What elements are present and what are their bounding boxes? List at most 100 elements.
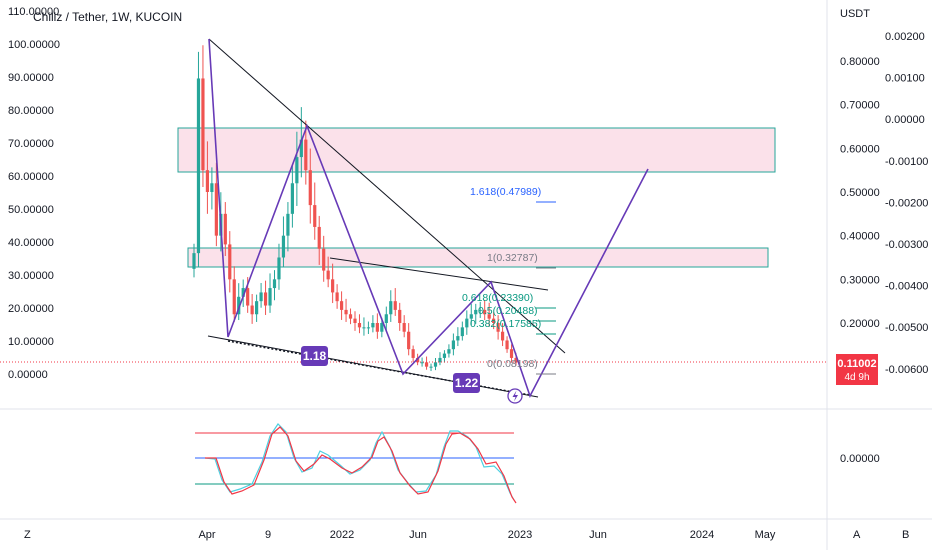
left-axis-label: 70.00000	[8, 138, 54, 150]
candle	[478, 301, 482, 318]
price-axis-label: 0.20000	[840, 318, 880, 330]
price-axis-label: 0.50000	[840, 187, 880, 199]
candle	[290, 165, 294, 228]
candle	[384, 306, 388, 332]
price-axis-label: 0.80000	[840, 56, 880, 68]
fib-label-0382: 0.382(0.17585)	[470, 318, 541, 330]
candle	[496, 315, 500, 340]
ratio-badge-2[interactable]: 1.22	[453, 373, 480, 393]
candle	[308, 148, 312, 224]
fib-label-05: 0.5(0.20488)	[478, 305, 538, 317]
candle	[232, 266, 236, 322]
candle	[424, 356, 429, 370]
oscillator-pane[interactable]	[195, 423, 517, 504]
candle	[483, 299, 487, 321]
candle	[371, 315, 375, 333]
candle	[241, 279, 245, 308]
far-axis-label: 0.00000	[885, 114, 925, 126]
candle	[344, 298, 348, 322]
candle	[420, 357, 424, 367]
log-scale-button[interactable]: B	[902, 529, 909, 541]
time-axis-label: 2022	[330, 529, 354, 541]
candle	[223, 202, 227, 257]
candle	[398, 302, 402, 331]
trendline-upper-channel[interactable]	[329, 257, 549, 291]
symbol-title[interactable]: Chiliz / Tether, 1W, KUCOIN	[33, 10, 182, 24]
candle	[469, 303, 473, 326]
candle	[313, 182, 317, 240]
trendline-lower-support[interactable]	[207, 335, 539, 398]
candle	[460, 321, 464, 341]
price-axis[interactable]: 0.80000 0.70000 0.60000 0.50000 0.40000 0.300…	[840, 56, 880, 330]
fib-levels[interactable]	[536, 201, 556, 375]
ratio-badge-1[interactable]: 1.18	[301, 346, 328, 366]
current-price-value: 0.11002	[837, 358, 876, 370]
candle	[492, 312, 496, 330]
candle	[268, 273, 272, 313]
osc-signal-line	[204, 423, 515, 501]
candle	[500, 323, 505, 347]
candle	[402, 315, 406, 338]
candle	[322, 235, 326, 282]
resistance-zone-lower[interactable]	[187, 247, 769, 268]
current-price-countdown: 4d 9h	[844, 372, 869, 383]
bottom-left-button[interactable]: Z	[24, 529, 31, 541]
candle	[317, 215, 321, 265]
candle	[362, 317, 366, 336]
trendline-descending[interactable]	[208, 38, 566, 354]
left-axis-label: 90.00000	[8, 72, 54, 84]
wave-pattern[interactable]	[208, 38, 649, 399]
candle	[456, 327, 460, 347]
far-axis-label: -0.00100	[885, 156, 928, 168]
price-axis-label: 0.30000	[840, 274, 880, 286]
candle	[442, 350, 447, 363]
price-axis-label: 0.40000	[840, 231, 880, 243]
left-axis-label: 40.00000	[8, 237, 54, 249]
time-axis-label: 2023	[508, 529, 532, 541]
far-axis-label: -0.00400	[885, 281, 928, 293]
candle	[474, 303, 478, 324]
left-axis-label: 50.00000	[8, 204, 54, 216]
time-axis-label: 9	[265, 529, 271, 541]
candle	[272, 270, 277, 301]
candle	[509, 344, 514, 363]
currency-label: USDT	[840, 8, 870, 20]
candle	[214, 162, 218, 247]
candle	[366, 321, 371, 335]
lightning-icon[interactable]	[507, 388, 523, 404]
candle	[357, 314, 362, 334]
candle	[335, 284, 339, 309]
ratio-badge-1-text: 1.18	[303, 349, 327, 363]
left-axis-label: 30.00000	[8, 270, 54, 282]
candle	[331, 263, 335, 304]
time-axis[interactable]: Apr 9 2022 Jun 2023 Jun 2024 May	[198, 529, 775, 541]
candle	[286, 202, 290, 252]
candle	[259, 283, 263, 308]
osc-main-line	[205, 426, 517, 504]
auto-scale-button[interactable]: A	[853, 529, 861, 541]
candle	[389, 290, 393, 322]
fib-label-0618: 0.618(0.23390)	[462, 292, 533, 304]
trendline-lower-dotted	[227, 340, 531, 396]
candle	[438, 352, 442, 366]
candle	[487, 302, 491, 327]
far-axis-label: 0.00200	[885, 31, 925, 43]
candle	[339, 291, 344, 320]
left-axis-label: 0.00000	[8, 369, 48, 381]
left-axis-label: 80.00000	[8, 105, 54, 117]
candle	[375, 313, 379, 339]
candle	[201, 45, 205, 187]
candle	[465, 310, 469, 335]
left-axis: 110.00000 100.00000 90.00000 80.00000 70.000…	[8, 6, 60, 381]
fib-label-0: 0(0.08198)	[487, 358, 538, 370]
time-axis-label: Jun	[589, 529, 607, 541]
candle	[277, 243, 281, 290]
candle	[447, 344, 451, 358]
ratio-badge-2-text: 1.22	[455, 376, 479, 390]
price-axis-label: 0.60000	[840, 143, 880, 155]
candle	[451, 333, 455, 356]
candle	[205, 141, 210, 214]
candle	[255, 294, 259, 322]
resistance-zone-upper[interactable]	[177, 127, 776, 173]
